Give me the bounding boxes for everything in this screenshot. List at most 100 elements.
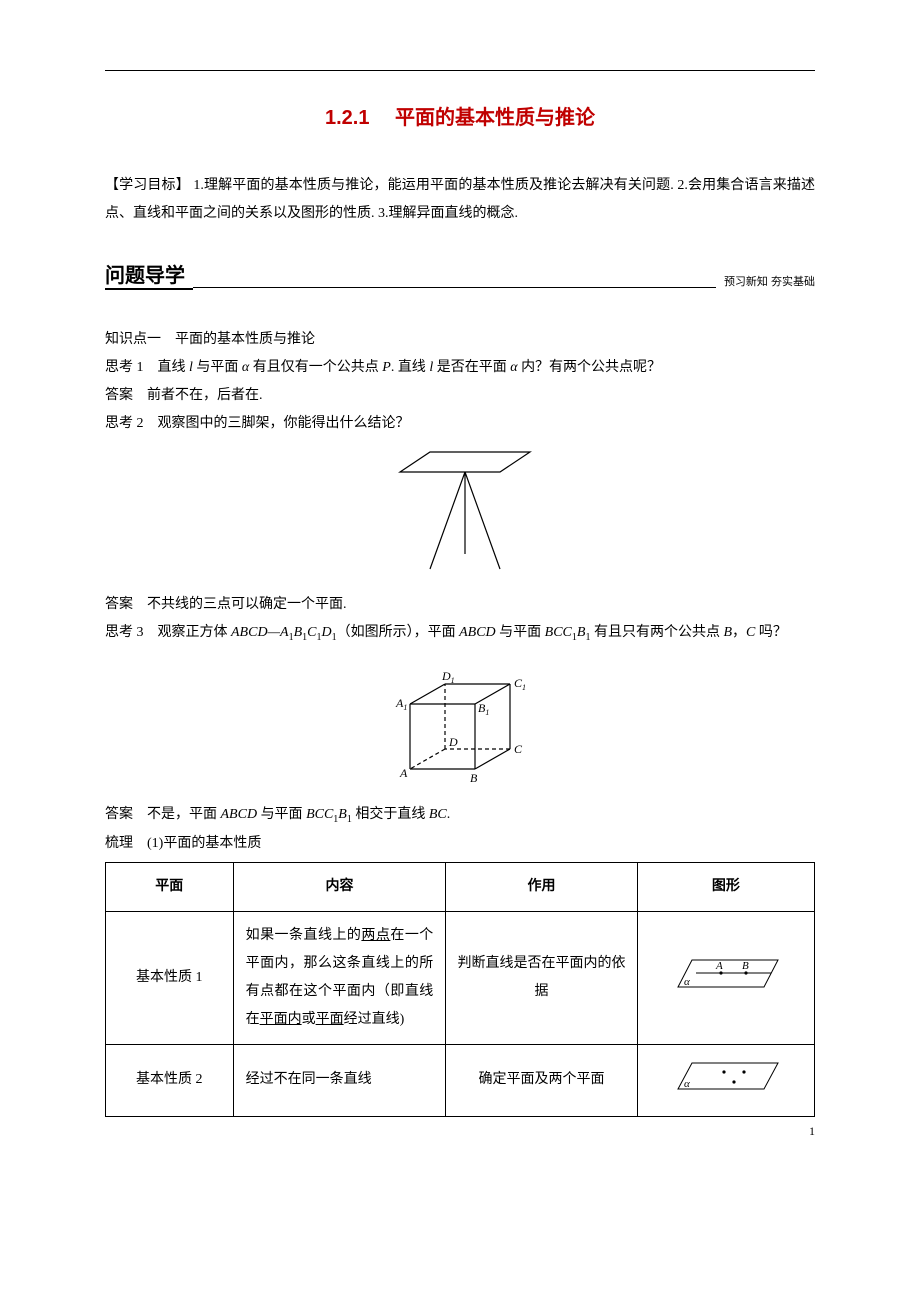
t3f: 吗？ [755, 625, 787, 640]
t1f: 内？有两个公共点呢？ [518, 360, 662, 375]
think3-label: 思考 3 [105, 625, 158, 640]
page-number: 1 [809, 1124, 815, 1139]
goals-label: 【学习目标】 [105, 176, 190, 192]
r1-name: 基本性质 1 [106, 911, 234, 1044]
cube-D: D [448, 735, 458, 749]
think2-label: 思考 2 [105, 416, 158, 431]
r1cd: 经过直线) [344, 1012, 405, 1027]
t3e: ， [732, 625, 746, 640]
body: 知识点一 平面的基本性质与推论 思考 1 直线 l 与平面 α 有且仅有一个公共… [105, 326, 815, 1117]
answer-1: 答案 前者不在，后者在. [105, 382, 815, 410]
cube-C: C [514, 742, 523, 756]
r1-alpha: α [684, 976, 690, 988]
th-use: 作用 [446, 862, 637, 911]
r1ca: 如果一条直线上的 [246, 928, 362, 943]
section-tail: 预习新知 夯实基础 [716, 273, 815, 290]
t1b: 与平面 [193, 360, 242, 375]
th-figure: 图形 [637, 862, 814, 911]
svg-text:C1: C1 [514, 676, 526, 692]
cube-B1s: 1 [485, 708, 489, 717]
t1a: 直线 [158, 360, 190, 375]
a3c: 相交于直线 [352, 807, 429, 822]
title-text: 平面的基本性质与推论 [395, 107, 595, 129]
learning-goals: 【学习目标】 1.理解平面的基本性质与推论，能运用平面的基本性质及推论去解决有关… [105, 170, 815, 228]
section-bar: 问题导学 预习新知 夯实基础 [105, 264, 815, 290]
cube-C1s: 1 [522, 683, 526, 692]
ans2-text: 不共线的三点可以确定一个平面. [147, 597, 347, 612]
r1-use: 判断直线是否在平面内的依据 [446, 911, 637, 1044]
t3b: （如图所示），平面 [337, 625, 460, 640]
t3c: 与平面 [496, 625, 545, 640]
t1P: P [382, 360, 391, 375]
th-content: 内容 [233, 862, 446, 911]
cube-A: A [399, 766, 408, 780]
r1-B: B [742, 960, 749, 972]
table-header-row: 平面 内容 作用 图形 [106, 862, 815, 911]
r2-content: 经过不在同一条直线 [233, 1044, 446, 1116]
t3a: 观察正方体 [158, 625, 232, 640]
cube-D1s: 1 [451, 676, 455, 685]
think-1: 思考 1 直线 l 与平面 α 有且仅有一个公共点 P. 直线 l 是否在平面 … [105, 354, 815, 382]
t3abcd2: ABCD [459, 625, 496, 640]
cube-D1: D [441, 669, 451, 683]
ans2-label: 答案 [105, 597, 147, 612]
a3d: . [447, 807, 451, 822]
a3BC: BC [429, 807, 447, 822]
t1alpha2: α [510, 360, 517, 375]
ans3-label: 答案 [105, 807, 147, 822]
r1-figure: A B α [637, 911, 814, 1044]
sort-line: 梳理 (1)平面的基本性质 [105, 830, 815, 858]
think2-text: 观察图中的三脚架，你能得出什么结论？ [158, 416, 410, 431]
cube-A1s: 1 [403, 703, 407, 712]
knowledge-point-1: 知识点一 平面的基本性质与推论 [105, 326, 815, 354]
cube-svg: A B C D A1 B1 C1 D1 [370, 654, 550, 784]
tripod-svg [370, 444, 550, 574]
t3B: B [723, 625, 732, 640]
think1-label: 思考 1 [105, 360, 158, 375]
r2-use: 确定平面及两个平面 [446, 1044, 637, 1116]
sort-text: (1)平面的基本性质 [147, 836, 261, 851]
t3d1: D [321, 625, 331, 640]
r2-alpha: α [684, 1078, 690, 1090]
t3bcc: BCC [545, 625, 572, 640]
r1-svg: A B α [666, 945, 786, 1000]
table-row-1: 基本性质 1 如果一条直线上的两点在一个平面内，那么这条直线上的所有点都在这个平… [106, 911, 815, 1044]
t3b1: B [294, 625, 303, 640]
a3bccb: B [338, 807, 347, 822]
svg-text:D1: D1 [441, 669, 455, 685]
properties-table: 平面 内容 作用 图形 基本性质 1 如果一条直线上的两点在一个平面内，那么这条… [105, 862, 815, 1117]
svg-text:B1: B1 [478, 701, 489, 717]
answer-3: 答案 不是，平面 ABCD 与平面 BCC1B1 相交于直线 BC. [105, 801, 815, 830]
sort-label: 梳理 [105, 836, 147, 851]
page: 1.2.1 平面的基本性质与推论 【学习目标】 1.理解平面的基本性质与推论，能… [0, 0, 920, 1157]
section-heading: 问题导学 [105, 264, 193, 290]
r1cc: 或 [302, 1012, 316, 1027]
goals-text: 1.理解平面的基本性质与推论，能运用平面的基本性质及推论去解决有关问题. 2.会… [105, 178, 815, 221]
r2-name: 基本性质 2 [106, 1044, 234, 1116]
r1cu3: 平面 [316, 1012, 344, 1027]
svg-text:A1: A1 [395, 696, 407, 712]
answer-2: 答案 不共线的三点可以确定一个平面. [105, 591, 815, 619]
top-rule [105, 70, 815, 71]
a3b: 与平面 [257, 807, 306, 822]
ans1-text: 前者不在，后者在. [147, 388, 263, 403]
a3bcc: BCC [306, 807, 333, 822]
t3d: 有且只有两个公共点 [590, 625, 723, 640]
think-2: 思考 2 观察图中的三脚架，你能得出什么结论？ [105, 410, 815, 438]
t1d: . 直线 [391, 360, 430, 375]
document-title: 1.2.1 平面的基本性质与推论 [105, 101, 815, 130]
title-number: 1.2.1 [325, 107, 369, 129]
r1cu2: 平面内 [260, 1012, 302, 1027]
t3C: C [746, 625, 755, 640]
a3a: 不是，平面 [147, 807, 221, 822]
r1-A: A [715, 960, 723, 972]
r2-figure: α [637, 1044, 814, 1116]
table-row-2: 基本性质 2 经过不在同一条直线 确定平面及两个平面 α [106, 1044, 815, 1116]
a3abcd: ABCD [221, 807, 258, 822]
t1e: 是否在平面 [433, 360, 510, 375]
figure-cube: A B C D A1 B1 C1 D1 [105, 654, 815, 795]
th-plane: 平面 [106, 862, 234, 911]
ans1-label: 答案 [105, 388, 147, 403]
r1cu1: 两点 [361, 928, 390, 943]
r1-content: 如果一条直线上的两点在一个平面内，那么这条直线上的所有点都在这个平面内（即直线在… [233, 911, 446, 1044]
